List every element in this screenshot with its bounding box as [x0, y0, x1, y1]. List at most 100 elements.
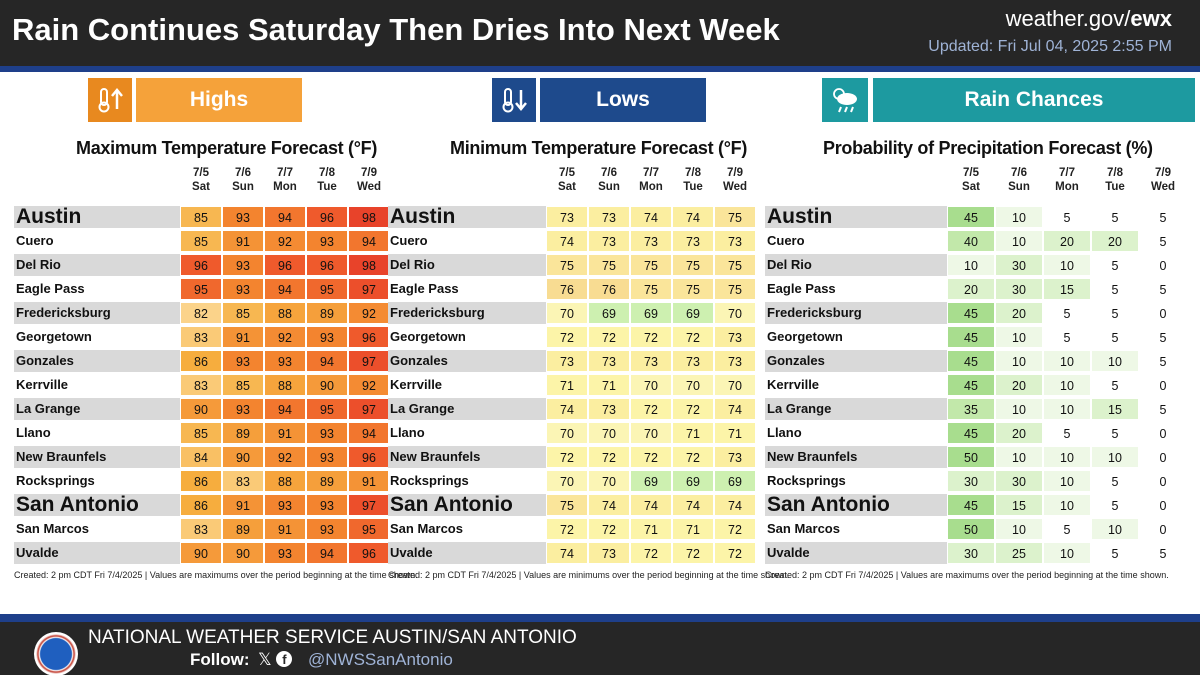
min_temp-value-cell: 74	[672, 206, 714, 228]
column-date: 7/8	[1107, 167, 1123, 179]
social-handle[interactable]: @NWSSanAntonio	[308, 650, 453, 669]
social-icons: 𝕏 f	[258, 650, 293, 670]
min_temp-value-cell: 74	[546, 230, 588, 252]
max_temp-value-cell: 94	[306, 542, 348, 564]
max_temp-value-cell: 93	[306, 422, 348, 444]
pop-value-cell: 5	[1091, 254, 1139, 276]
min_temp-value-cell: 69	[588, 302, 630, 324]
city-name: Georgetown	[390, 329, 466, 344]
max_temp-value-cell: 96	[348, 326, 390, 348]
min_temp-value-cell: 70	[546, 302, 588, 324]
pop-value-cell: 0	[1139, 494, 1187, 516]
pop-value-cell: 5	[1043, 326, 1091, 348]
column-day: Tue	[683, 181, 703, 193]
pop-footnote: Created: 2 pm CDT Fri 7/4/2025 | Values …	[765, 570, 1169, 580]
max_temp-value-cell: 93	[222, 278, 264, 300]
min_temp-value-cell: 74	[714, 494, 756, 516]
min_temp-value-cell: 69	[630, 470, 672, 492]
header-divider	[0, 66, 1200, 72]
city-name: Georgetown	[767, 329, 843, 344]
city-name: Eagle Pass	[16, 281, 85, 296]
pop-value-cell: 5	[1091, 494, 1139, 516]
max_temp-value-cell: 93	[306, 518, 348, 540]
min_temp-value-cell: 74	[630, 206, 672, 228]
site-link[interactable]: weather.gov/ewx	[1006, 6, 1172, 32]
min_temp-value-cell: 74	[546, 398, 588, 420]
thermometer-up-icon	[88, 78, 132, 122]
pop-value-cell: 5	[1091, 302, 1139, 324]
city-name: Rocksprings	[390, 473, 469, 488]
max_temp-value-cell: 89	[222, 422, 264, 444]
max_temp-value-cell: 93	[264, 542, 306, 564]
max_temp-column-header: 7/5 Sat	[180, 166, 222, 194]
max_temp-value-cell: 94	[264, 278, 306, 300]
min_temp-value-cell: 74	[588, 494, 630, 516]
min_temp-value-cell: 73	[588, 350, 630, 372]
max_temp-column-header: 7/8 Tue	[306, 166, 348, 194]
pop-value-cell: 5	[1043, 422, 1091, 444]
pop-value-cell: 50	[947, 446, 995, 468]
column-day: Sat	[192, 181, 210, 193]
column-day: Tue	[1105, 181, 1125, 193]
footer-banner	[0, 622, 1200, 675]
pop-value-cell: 5	[1139, 230, 1187, 252]
city-name: New Braunfels	[767, 449, 858, 464]
column-date: 7/9	[361, 167, 377, 179]
max_temp-column-header: 7/6 Sun	[222, 166, 264, 194]
min_temp-value-cell: 75	[672, 254, 714, 276]
min_temp-column-header: 7/7 Mon	[630, 166, 672, 194]
max_temp-value-cell: 82	[180, 302, 222, 324]
max_temp-value-cell: 85	[222, 374, 264, 396]
max_temp-value-cell: 83	[222, 470, 264, 492]
pop-value-cell: 10	[995, 206, 1043, 228]
pop-value-cell: 10	[995, 446, 1043, 468]
max_temp-value-cell: 95	[348, 518, 390, 540]
max_temp-value-cell: 97	[348, 398, 390, 420]
max_temp-value-cell: 89	[306, 302, 348, 324]
pop-value-cell: 0	[1139, 518, 1187, 540]
max_temp-value-cell: 94	[264, 206, 306, 228]
pop-value-cell: 15	[1091, 398, 1139, 420]
max_temp-value-cell: 92	[264, 230, 306, 252]
rain-chances-label: Rain Chances	[873, 78, 1195, 122]
pop-value-cell: 10	[1043, 470, 1091, 492]
pop-value-cell: 0	[1139, 374, 1187, 396]
pop-value-cell: 45	[947, 374, 995, 396]
min_temp-value-cell: 70	[588, 470, 630, 492]
column-day: Sun	[232, 181, 254, 193]
pop-value-cell: 45	[947, 302, 995, 324]
min_temp-value-cell: 75	[588, 254, 630, 276]
min_temp-value-cell: 72	[630, 326, 672, 348]
max_temp-value-cell: 90	[180, 542, 222, 564]
footer-divider	[0, 614, 1200, 622]
pop-value-cell: 10	[995, 350, 1043, 372]
city-name: San Marcos	[390, 521, 463, 536]
column-date: 7/8	[685, 167, 701, 179]
min_temp-value-cell: 73	[714, 326, 756, 348]
min_temp-value-cell: 72	[672, 398, 714, 420]
x-icon[interactable]: 𝕏	[258, 650, 272, 669]
max_temp-value-cell: 96	[306, 206, 348, 228]
highs-label: Highs	[136, 78, 302, 122]
min_temp-value-cell: 73	[546, 350, 588, 372]
min_temp-column-header: 7/6 Sun	[588, 166, 630, 194]
city-name: Uvalde	[767, 545, 810, 560]
max_temp-value-cell: 86	[180, 350, 222, 372]
min_temp-value-cell: 73	[672, 230, 714, 252]
min_temp-value-cell: 74	[672, 494, 714, 516]
updated-timestamp: Updated: Fri Jul 04, 2025 2:55 PM	[928, 38, 1172, 55]
max_temp-value-cell: 95	[306, 398, 348, 420]
max_temp-value-cell: 90	[306, 374, 348, 396]
column-day: Sun	[1008, 181, 1030, 193]
min_temp-value-cell: 70	[588, 422, 630, 444]
min_temp-value-cell: 76	[588, 278, 630, 300]
max_temp-value-cell: 91	[348, 470, 390, 492]
column-day: Wed	[722, 181, 748, 193]
pop-value-cell: 10	[1091, 518, 1139, 540]
max_temp-value-cell: 83	[180, 518, 222, 540]
min_temp-value-cell: 73	[714, 350, 756, 372]
thermometer-down-icon	[492, 78, 536, 122]
facebook-icon[interactable]: f	[276, 651, 293, 667]
max_temp-value-cell: 85	[180, 230, 222, 252]
pop-value-cell: 5	[1043, 518, 1091, 540]
